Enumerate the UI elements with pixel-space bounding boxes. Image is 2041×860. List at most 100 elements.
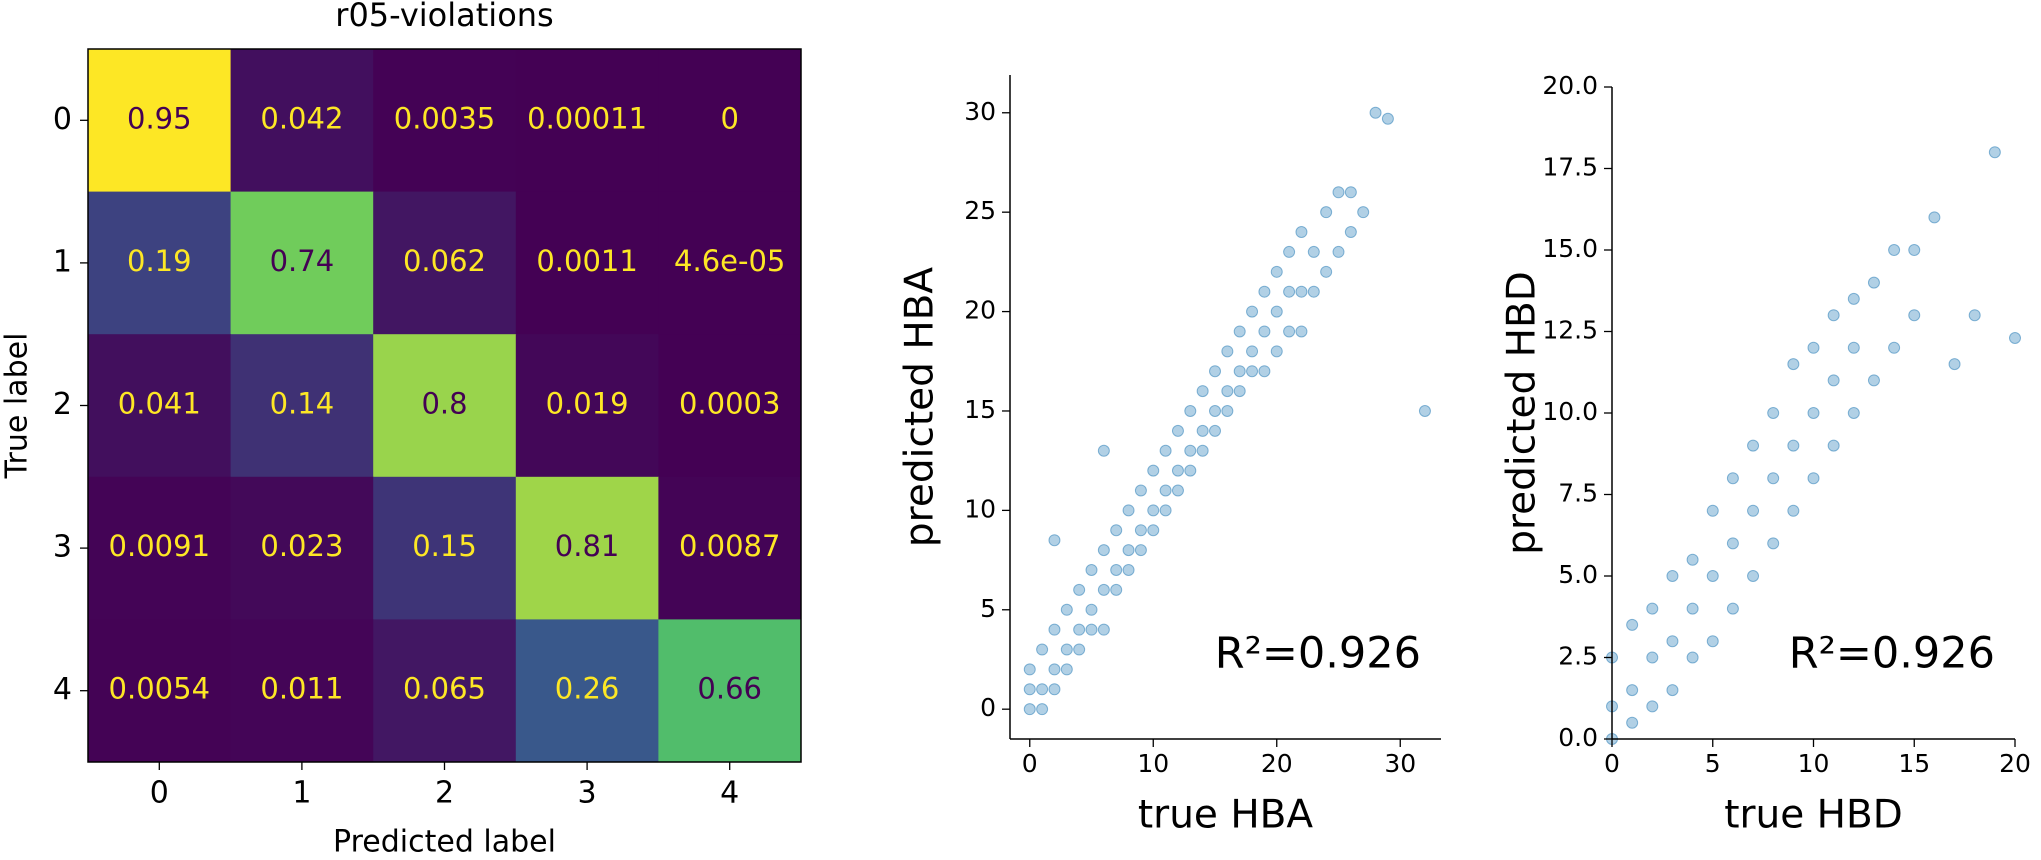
scatter-point — [1332, 245, 1345, 258]
scatter-point — [1184, 444, 1197, 457]
scatter-point — [1646, 700, 1659, 713]
scatter-point — [1295, 285, 1308, 298]
heatmap-cell — [515, 191, 659, 335]
scatter-point — [1381, 112, 1394, 125]
scatter-point — [1807, 341, 1820, 354]
x-tick-label: 20 — [1261, 749, 1293, 778]
heatmap-cell — [515, 476, 659, 620]
y-tick-label: 15.0 — [1542, 234, 1598, 263]
scatter-point — [1073, 583, 1086, 596]
cell-label: 0.0091 — [109, 529, 210, 563]
cell-label: 0.062 — [403, 244, 486, 278]
heatmap-cell — [88, 334, 232, 478]
scatter-point — [1357, 206, 1370, 219]
heatmap-cell — [658, 334, 802, 478]
cell-label: 0.023 — [260, 529, 343, 563]
scatter-point — [1134, 484, 1147, 497]
scatter-point — [1283, 245, 1296, 258]
cell-label: 0.0003 — [679, 387, 780, 421]
scatter-point — [1097, 583, 1110, 596]
scatter-point — [1085, 603, 1098, 616]
scatter-point — [1171, 464, 1184, 477]
scatter-point — [1048, 683, 1061, 696]
scatter-point — [1307, 285, 1320, 298]
x-tick-label: 15 — [1898, 749, 1930, 778]
y-tick-label: 4 — [53, 672, 72, 707]
scatter-point — [1246, 345, 1259, 358]
scatter-point — [1807, 472, 1820, 485]
scatter-point — [1867, 276, 1880, 289]
scatter-point — [1344, 226, 1357, 239]
scatter-point — [1827, 374, 1840, 387]
scatter-point — [1060, 603, 1073, 616]
scatter-point — [1867, 374, 1880, 387]
heatmap-cell — [88, 49, 232, 193]
scatter-point — [1196, 444, 1209, 457]
scatter-point — [1246, 365, 1259, 378]
scatter-point — [1122, 564, 1135, 577]
scatter-point — [1666, 570, 1679, 582]
scatter-point — [1036, 703, 1049, 716]
scatter-point — [1666, 635, 1679, 648]
scatter-point — [1726, 472, 1739, 485]
scatter-point — [1110, 524, 1123, 537]
heatmap-cell — [373, 334, 517, 478]
x-tick-label: 4 — [720, 776, 739, 811]
x-tick-label: 10 — [1137, 749, 1169, 778]
y-tick-label: 17.5 — [1542, 153, 1598, 182]
scatter-point — [1209, 424, 1222, 437]
cell-label: 0.26 — [555, 672, 620, 706]
scatter-point — [1827, 439, 1840, 452]
cell-label: 0.19 — [127, 244, 192, 278]
scatter-point — [1184, 464, 1197, 477]
y-tick-label: 20 — [964, 296, 996, 325]
scatter-point — [1283, 325, 1296, 338]
scatter-point — [1827, 309, 1840, 322]
scatter-point — [1320, 206, 1333, 219]
scatter-point — [1646, 602, 1659, 615]
cell-label: 0.0087 — [679, 529, 780, 563]
scatter-point — [1307, 245, 1320, 258]
heatmap-cell — [658, 619, 802, 763]
heatmap-cell — [230, 476, 374, 620]
scatter-point — [1147, 464, 1160, 477]
scatter-point — [1184, 404, 1197, 417]
scatter-point — [1134, 524, 1147, 537]
y-tick-label: 10 — [964, 494, 996, 523]
scatter-point — [1097, 544, 1110, 557]
y-tick-label: 2.5 — [1558, 642, 1598, 671]
y-tick-label: 12.5 — [1542, 316, 1598, 345]
heatmap-cell — [658, 476, 802, 620]
heatmap-cell — [373, 476, 517, 620]
scatter-point — [1767, 407, 1780, 419]
scatter-point — [1626, 684, 1639, 697]
scatter-point — [1888, 341, 1901, 354]
heatmap-cell — [230, 334, 374, 478]
scatter-point — [1023, 683, 1036, 696]
scatter-point — [1283, 285, 1296, 298]
heatmap-cell — [230, 191, 374, 335]
scatter-point — [1060, 643, 1073, 656]
scatter-point — [1747, 439, 1760, 452]
heatmap-cell — [373, 49, 517, 193]
scatter-point — [1948, 358, 1961, 371]
scatter-point — [1233, 365, 1246, 378]
scatter-point — [1110, 564, 1123, 577]
scatter-point — [1147, 504, 1160, 517]
y-tick-label: 10.0 — [1542, 397, 1598, 426]
scatter-point — [1344, 186, 1357, 199]
scatter-point — [1295, 226, 1308, 239]
cell-label: 4.6e-05 — [674, 244, 785, 278]
x-axis-label: true HBD — [1724, 793, 1903, 838]
scatter-point — [1908, 244, 1921, 256]
scatter-point — [1233, 385, 1246, 398]
scatter-point — [1747, 570, 1760, 582]
scatter-point — [1767, 472, 1780, 485]
x-tick-label: 0 — [1022, 749, 1038, 778]
y-tick-label: 7.5 — [1558, 479, 1598, 508]
scatter-point — [1787, 504, 1800, 517]
y-tick-label: 15 — [964, 395, 996, 424]
scatter-point — [1048, 534, 1061, 547]
scatter-point — [1196, 424, 1209, 437]
